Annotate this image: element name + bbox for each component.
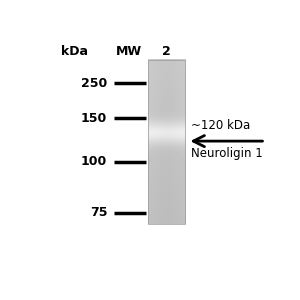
Bar [148, 60, 185, 224]
Text: 75: 75 [90, 206, 107, 219]
Text: MW: MW [116, 44, 142, 58]
Text: kDa: kDa [61, 44, 88, 58]
Text: 2: 2 [162, 44, 171, 58]
Text: 150: 150 [81, 112, 107, 124]
Text: 100: 100 [81, 155, 107, 168]
Text: Neuroligin 1: Neuroligin 1 [191, 147, 263, 160]
Text: ~120 kDa: ~120 kDa [191, 119, 250, 132]
Text: 250: 250 [81, 77, 107, 90]
